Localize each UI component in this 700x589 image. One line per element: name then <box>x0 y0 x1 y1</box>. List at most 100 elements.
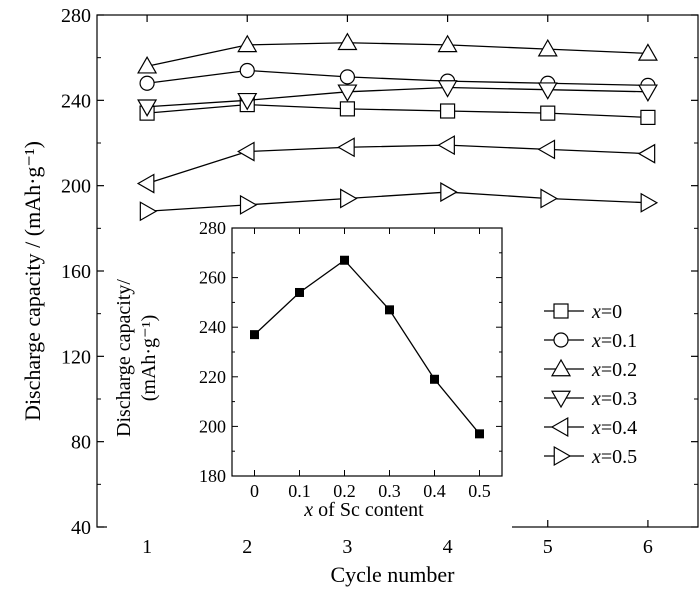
data-point <box>640 192 659 213</box>
series-x=0.3 <box>137 80 658 117</box>
legend-item: x=0.3 <box>544 388 637 410</box>
data-point <box>437 34 458 53</box>
data-point <box>237 34 258 53</box>
legend-label: x=0.1 <box>591 330 637 352</box>
y-tick-label: 80 <box>71 432 91 454</box>
y-tick-label: 40 <box>71 517 91 539</box>
data-point <box>137 99 158 117</box>
data-point <box>337 137 355 158</box>
legend-label: x=0 <box>591 301 622 323</box>
inset-x-axis-label: x of Sc content <box>303 499 424 521</box>
series-line <box>147 69 648 87</box>
inset-data-point <box>475 429 484 439</box>
data-point <box>637 84 658 103</box>
inset-x-tick-label: 0.1 <box>288 481 311 501</box>
data-point <box>437 80 458 98</box>
legend-item: x=0.5 <box>544 445 637 468</box>
data-point <box>537 38 558 57</box>
legend-label: x=0.3 <box>591 388 637 410</box>
data-point <box>339 101 356 117</box>
data-point <box>339 69 356 85</box>
inset-x-tick-label: 0 <box>250 481 259 501</box>
x-tick-label: 2 <box>242 536 252 558</box>
inset-data-point <box>250 330 259 340</box>
data-point <box>637 143 656 164</box>
legend-marker <box>550 358 572 377</box>
data-point <box>540 188 558 209</box>
data-point <box>340 188 358 209</box>
series-x=0.4 <box>136 135 656 194</box>
legend-item: x=0.1 <box>544 330 637 352</box>
inset-y-tick-label: 220 <box>199 367 226 387</box>
main-plot: 40 80 120 160 200 240 280 1 2 3 4 5 6 Cycle number Dis… <box>20 5 699 587</box>
data-point <box>439 103 456 119</box>
data-point <box>139 201 158 222</box>
series-line <box>147 103 648 119</box>
inset-background <box>107 223 512 531</box>
inset-y-axis-unit: (mAh·g⁻¹) <box>138 315 160 402</box>
inset-x-tick-label: 0.3 <box>378 481 401 501</box>
data-point <box>136 173 155 194</box>
data-point <box>337 84 358 103</box>
legend-marker <box>553 303 569 319</box>
inset-y-tick-label: 180 <box>199 466 226 486</box>
y-tick-label: 200 <box>61 176 91 198</box>
x-tick-label: 4 <box>443 536 453 558</box>
data-point <box>237 92 258 111</box>
inset-data-point <box>430 374 439 384</box>
data-point <box>137 55 158 74</box>
data-point <box>537 139 556 160</box>
y-axis-label: Discharge capacity / (mAh·g⁻¹) <box>20 141 45 421</box>
inset-y-tick-label: 240 <box>199 317 226 337</box>
inset-y-tick-label: 200 <box>199 416 226 436</box>
legend-marker <box>550 390 572 409</box>
x-tick-label: 1 <box>142 536 152 558</box>
y-tick-label: 160 <box>61 261 91 283</box>
inset-series-line <box>254 259 481 435</box>
series-line <box>147 191 648 212</box>
inset-data-point <box>340 255 349 265</box>
legend-label: x=0.4 <box>591 417 637 439</box>
inset-x-tick-label: 0.2 <box>333 481 356 501</box>
data-point <box>139 75 155 91</box>
x-tick-label: 5 <box>543 536 553 558</box>
data-point <box>239 62 255 79</box>
y-tick-label: 120 <box>61 346 91 368</box>
legend-item: x=0.2 <box>544 358 637 381</box>
series-line <box>146 42 648 67</box>
inset-data-point <box>295 287 304 297</box>
inset-y-tick-label: 260 <box>199 268 226 288</box>
inset-x-tick-label: 0.5 <box>468 481 491 501</box>
data-point <box>239 194 258 215</box>
inset-data-point <box>385 305 394 315</box>
inset-y-axis-label: Discharge capacity/ <box>113 279 135 437</box>
inset-y-tick-label: 280 <box>199 218 226 238</box>
data-point <box>637 43 658 61</box>
data-point <box>437 135 455 156</box>
data-point <box>537 82 558 100</box>
data-point <box>440 182 458 203</box>
x-tick-label: 3 <box>342 536 352 558</box>
series-x=0.1 <box>139 62 656 94</box>
series-line <box>146 144 648 185</box>
series-line <box>147 86 648 108</box>
legend: x=0 x=0.1 x=0.2 x=0.3 x=0.4 x=0.5 <box>544 301 637 468</box>
data-point <box>540 105 556 121</box>
legend-marker <box>553 332 569 348</box>
legend-label: x=0.5 <box>591 446 637 468</box>
legend-marker <box>553 445 572 467</box>
legend-item: x=0 <box>544 301 622 323</box>
data-point <box>640 109 656 126</box>
data-point <box>237 141 255 162</box>
inset-x-tick-label: 0.4 <box>423 481 446 501</box>
series-x=0.5 <box>139 182 659 222</box>
y-tick-label: 240 <box>61 90 91 112</box>
data-point <box>337 32 358 51</box>
legend-marker <box>550 416 569 438</box>
legend-item: x=0.4 <box>544 416 637 439</box>
legend-label: x=0.2 <box>591 359 637 381</box>
x-axis-label: Cycle number <box>330 562 455 587</box>
y-tick-label: 280 <box>61 5 91 27</box>
inset-plot: 180 200 220 240 260 280 0 0.1 0.2 0.3 0.4 0.5 x of S… <box>107 218 512 531</box>
